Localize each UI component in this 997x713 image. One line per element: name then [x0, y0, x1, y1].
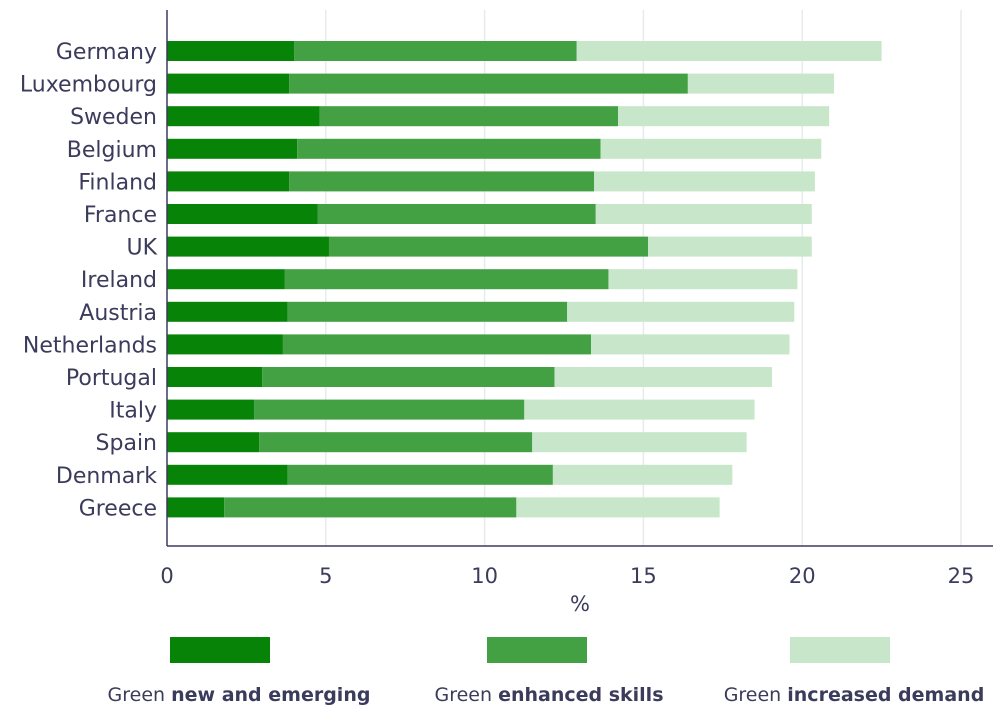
category-label: UK — [126, 236, 157, 261]
x-tick-label: 5 — [319, 564, 332, 588]
bar-segment — [167, 334, 283, 355]
bar-segment — [524, 399, 755, 420]
bar-segment — [289, 171, 595, 192]
bar-segment — [167, 497, 225, 518]
bar-segment — [532, 432, 747, 453]
bar-segment — [262, 367, 555, 387]
legend-label: Green new and emerging — [108, 684, 371, 706]
legend-swatch — [487, 637, 587, 663]
bar-segment — [576, 41, 882, 61]
bar-segment — [328, 236, 649, 257]
bar-segment — [167, 204, 318, 224]
bar-segment — [594, 171, 815, 192]
x-axis-title: % — [570, 592, 590, 616]
bar-segment — [552, 464, 733, 485]
category-label: Finland — [78, 170, 157, 195]
bar-segment — [167, 106, 320, 127]
x-tick-labels: 0 5 10 15 20 25 — [160, 564, 974, 588]
x-tick-label: 20 — [789, 564, 816, 588]
category-label: Denmark — [56, 464, 157, 489]
category-label: Sweden — [70, 105, 157, 130]
bar-segment — [289, 73, 688, 94]
bar-segment — [554, 367, 773, 387]
x-tick-label: 15 — [630, 564, 657, 588]
category-label: Luxembourg — [20, 73, 157, 98]
bar-segment — [167, 73, 290, 94]
legend-label: Green increased demand — [724, 684, 985, 706]
bar-segment — [167, 464, 288, 485]
bar-segment — [167, 138, 298, 159]
bar-segment — [608, 269, 798, 290]
bar-segment — [284, 269, 609, 290]
bar-segment — [595, 204, 812, 224]
x-tick-label: 0 — [160, 564, 173, 588]
legend-label: Green enhanced skills — [434, 684, 663, 706]
category-label: Belgium — [67, 138, 157, 163]
bar-segment — [600, 138, 822, 159]
category-label: Austria — [79, 301, 157, 326]
bar-segment — [567, 301, 795, 322]
category-label: France — [84, 203, 157, 228]
bar-segment — [259, 432, 533, 453]
legend-swatch — [170, 637, 270, 663]
bar-segment — [287, 301, 568, 322]
bar-segment — [167, 367, 263, 387]
bar-segment — [167, 171, 290, 192]
bar-segment — [167, 269, 285, 290]
category-labels: Germany Luxembourg Sweden Belgium Finland Fra… — [20, 40, 158, 521]
category-label: Germany — [56, 40, 157, 65]
bar-segment — [287, 464, 553, 485]
axes — [166, 10, 993, 547]
category-label: Portugal — [66, 366, 157, 391]
x-tick-label: 10 — [471, 564, 498, 588]
bar-segment — [687, 73, 834, 94]
category-label: Greece — [79, 496, 157, 521]
legend: Green new and emerging Green enhanced ski… — [108, 637, 985, 706]
bar-segment — [224, 497, 517, 518]
category-label: Spain — [96, 431, 157, 456]
bar-segment — [648, 236, 812, 257]
bar-segment — [167, 301, 288, 322]
legend-swatch — [790, 637, 890, 663]
bar-segment — [617, 106, 830, 127]
bars — [167, 41, 882, 518]
category-label: Italy — [109, 399, 157, 424]
bar-segment — [167, 432, 260, 453]
bar-segment — [167, 399, 255, 420]
bar-segment — [590, 334, 790, 355]
bar-segment — [317, 204, 596, 224]
category-label: Netherlands — [23, 333, 157, 358]
bar-segment — [297, 138, 601, 159]
bar-segment — [282, 334, 591, 355]
bar-segment — [167, 236, 329, 257]
bar-segment — [294, 41, 577, 61]
bar-segment — [516, 497, 720, 518]
bar-segment — [319, 106, 618, 127]
x-tick-label: 25 — [948, 564, 975, 588]
bar-segment — [167, 41, 295, 61]
category-label: Ireland — [81, 268, 157, 293]
bar-segment — [254, 399, 525, 420]
